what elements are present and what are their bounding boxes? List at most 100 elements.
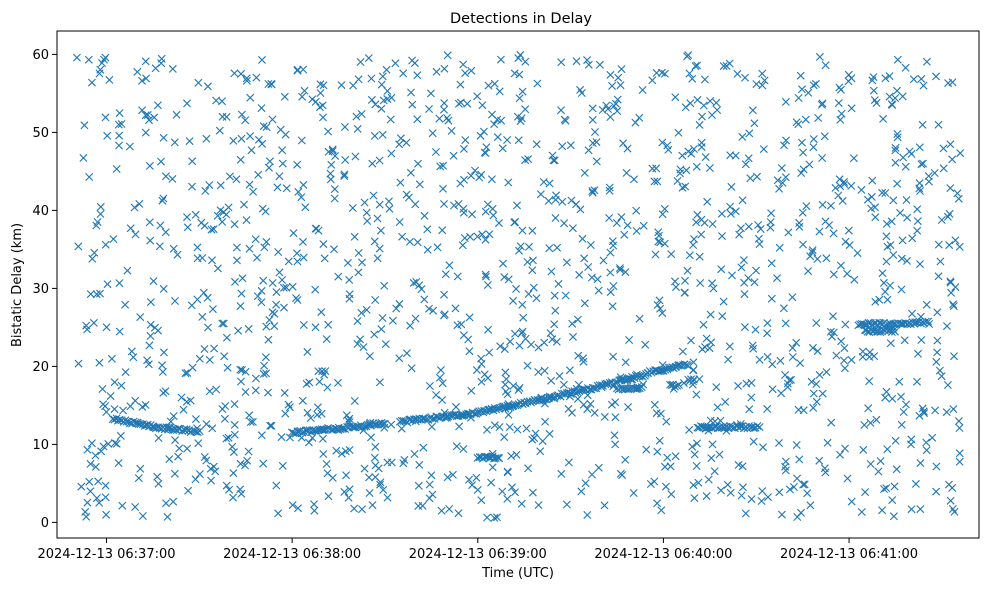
- data-point: [102, 510, 111, 519]
- data-point: [866, 418, 875, 427]
- data-point: [785, 376, 794, 385]
- data-point: [380, 281, 389, 290]
- data-point: [739, 483, 747, 492]
- data-point: [955, 242, 964, 251]
- data-point: [731, 207, 740, 216]
- data-point: [341, 156, 350, 164]
- data-point: [635, 113, 644, 122]
- data-point: [741, 509, 750, 518]
- data-point: [775, 184, 784, 193]
- data-point: [524, 464, 533, 473]
- data-point: [515, 94, 524, 103]
- data-point: [496, 342, 505, 351]
- data-point: [707, 454, 716, 463]
- data-point: [755, 423, 764, 432]
- data-point: [173, 250, 182, 259]
- data-point: [98, 385, 107, 393]
- data-point: [591, 128, 599, 136]
- data-point: [232, 243, 241, 252]
- data-point: [717, 486, 725, 495]
- data-point: [751, 325, 760, 334]
- data-point: [356, 335, 365, 344]
- data-point: [365, 352, 374, 361]
- data-point: [136, 313, 145, 322]
- data-point: [656, 366, 665, 375]
- data-point: [700, 75, 709, 84]
- data-point: [504, 410, 513, 419]
- data-point: [367, 433, 375, 442]
- data-point: [550, 320, 559, 329]
- data-point: [306, 414, 315, 422]
- data-point: [402, 138, 411, 147]
- data-point: [866, 460, 875, 468]
- data-point: [701, 153, 710, 162]
- x-tick-label: 2024-12-13 06:38:00: [223, 547, 361, 562]
- data-point: [319, 450, 328, 458]
- data-point: [524, 290, 533, 298]
- data-point: [749, 437, 758, 446]
- data-point: [804, 88, 813, 97]
- data-point: [590, 186, 599, 195]
- data-point: [736, 224, 745, 233]
- data-point: [653, 499, 662, 508]
- data-point: [661, 462, 669, 471]
- data-point: [277, 433, 286, 442]
- data-point: [478, 101, 487, 110]
- data-point: [557, 106, 565, 115]
- data-point: [378, 314, 387, 322]
- data-point: [934, 240, 943, 249]
- data-point: [145, 116, 153, 125]
- data-point: [882, 257, 891, 266]
- data-point: [289, 229, 298, 238]
- data-point: [285, 433, 294, 442]
- data-point: [799, 165, 808, 174]
- data-point: [553, 243, 562, 252]
- data-point: [841, 444, 849, 453]
- data-point: [883, 295, 892, 304]
- data-point: [815, 456, 824, 465]
- data-point: [924, 317, 933, 326]
- data-point: [358, 505, 366, 514]
- data-point: [689, 366, 698, 375]
- data-point: [247, 146, 256, 155]
- data-point: [293, 249, 301, 258]
- data-point: [377, 80, 386, 89]
- data-point: [878, 269, 887, 278]
- data-point: [396, 178, 405, 187]
- data-point: [177, 393, 186, 402]
- data-point: [702, 334, 711, 343]
- data-point: [427, 422, 436, 431]
- data-point: [891, 158, 900, 167]
- data-point: [154, 479, 163, 488]
- data-point: [606, 288, 615, 297]
- data-point: [280, 92, 289, 101]
- data-point: [272, 300, 281, 309]
- data-point: [85, 173, 94, 181]
- data-point: [511, 488, 519, 497]
- data-point: [115, 327, 124, 336]
- data-point: [611, 440, 620, 449]
- data-point: [158, 367, 167, 376]
- data-point: [490, 421, 499, 430]
- data-point: [785, 485, 794, 494]
- data-point: [377, 325, 386, 334]
- data-point: [728, 271, 736, 280]
- data-point: [689, 241, 698, 249]
- data-point: [936, 257, 945, 266]
- data-point: [74, 359, 83, 368]
- data-point: [395, 354, 404, 363]
- data-point: [768, 360, 777, 369]
- data-point: [574, 351, 583, 360]
- data-point: [452, 442, 461, 451]
- data-point: [344, 493, 353, 502]
- data-point: [532, 140, 541, 149]
- data-point: [550, 291, 559, 300]
- data-point: [345, 446, 354, 454]
- data-point: [216, 181, 225, 190]
- data-point: [674, 128, 683, 137]
- data-point: [693, 61, 702, 70]
- data-point: [318, 434, 327, 443]
- data-point: [641, 340, 650, 349]
- data-point: [541, 417, 550, 426]
- data-point: [708, 440, 717, 449]
